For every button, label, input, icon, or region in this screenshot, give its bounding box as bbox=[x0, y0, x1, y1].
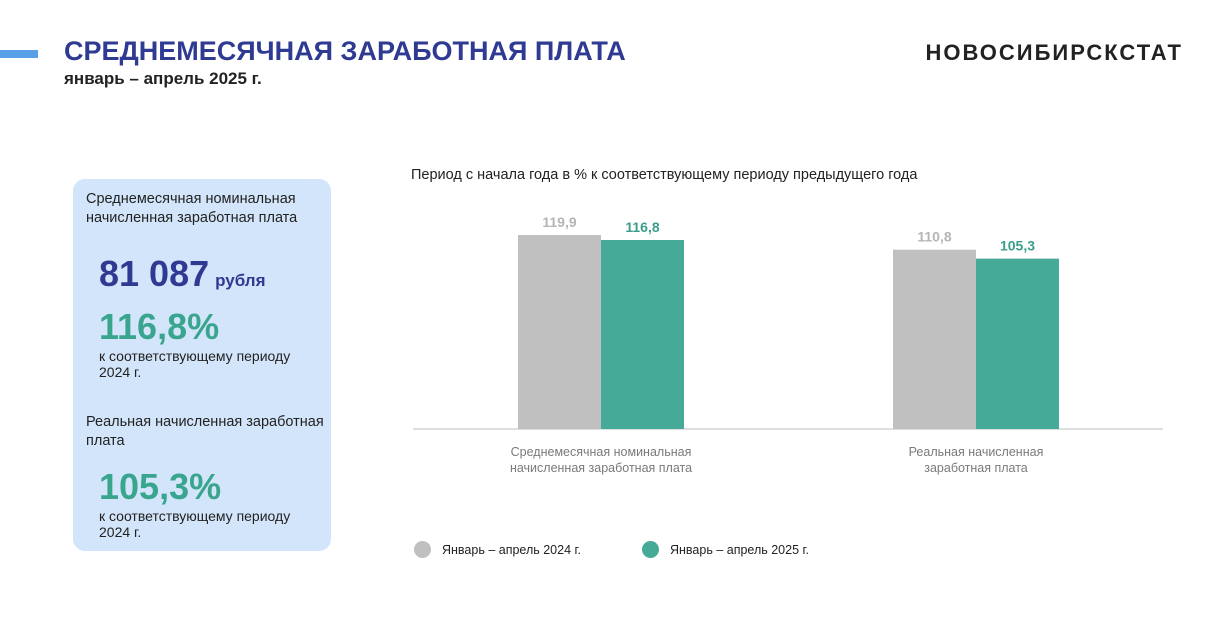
bar-2025-2 bbox=[976, 258, 1059, 429]
category-label-1: Среднемесячная номинальная начисленная за… bbox=[510, 445, 692, 475]
legend-dot-2024 bbox=[414, 541, 431, 558]
nominal-wage-unit: рубля bbox=[215, 271, 266, 290]
real-wage-note: к соответствующему периоду 2024 г. bbox=[99, 508, 291, 540]
nominal-wage-note: к соответствующему периоду 2024 г. bbox=[99, 348, 291, 380]
bar-2024-1 bbox=[518, 235, 601, 429]
page-subtitle: январь – апрель 2025 г. bbox=[64, 69, 262, 88]
data-label-2024-1: 119,9 bbox=[542, 214, 576, 230]
brand-logo-text: НОВОСИБИРСКСТАТ bbox=[925, 40, 1183, 65]
data-label-2024-2: 110,8 bbox=[917, 229, 951, 245]
category-label-2: Реальная начисленная заработная плата bbox=[909, 445, 1044, 475]
nominal-wage-percent: 116,8% bbox=[99, 306, 220, 347]
chart-title: Период с начала года в % к соответствующ… bbox=[411, 167, 918, 183]
real-wage-percent: 105,3% bbox=[99, 466, 222, 507]
summary-card: Среднемесячная номинальная начисленная з… bbox=[73, 179, 331, 551]
page-title: СРЕДНЕМЕСЯЧНАЯ ЗАРАБОТНАЯ ПЛАТА bbox=[64, 36, 626, 66]
legend-dot-2025 bbox=[642, 541, 659, 558]
bar-2025-1 bbox=[601, 240, 684, 429]
legend-label-2024: Январь – апрель 2024 г. bbox=[442, 542, 582, 557]
legend-item-2025: Январь – апрель 2025 г. bbox=[642, 541, 809, 558]
data-label-2025-1: 116,8 bbox=[625, 219, 659, 235]
accent-bar bbox=[0, 50, 38, 58]
nominal-wage-value: 81 087 рубля bbox=[99, 253, 266, 295]
real-wage-label: Реальная начисленная заработная плата bbox=[86, 414, 324, 449]
legend-label-2025: Январь – апрель 2025 г. bbox=[670, 542, 810, 557]
legend-item-2024: Январь – апрель 2024 г. bbox=[414, 541, 581, 558]
bar-2024-2 bbox=[893, 249, 976, 429]
nominal-wage-amount: 81 087 bbox=[99, 253, 210, 294]
nominal-wage-label: Среднемесячная номинальная начисленная з… bbox=[86, 191, 298, 226]
data-label-2025-2: 105,3 bbox=[1000, 238, 1035, 254]
